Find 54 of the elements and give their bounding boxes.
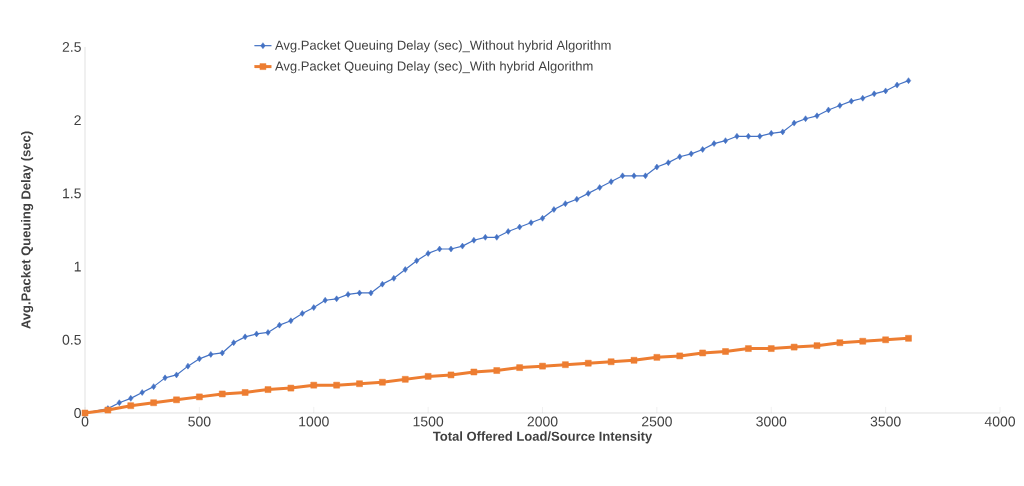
y-tick-label: 2.5: [62, 42, 81, 52]
y-tick-label: 2: [74, 115, 81, 126]
point: [287, 384, 295, 392]
y-tick-label: 1: [74, 261, 81, 272]
y-tick-label: 0: [74, 408, 81, 418]
x-tick-label: 2500: [642, 416, 672, 427]
y-axis-title: Avg.Packet Queuing Delay (sec): [20, 131, 34, 329]
point: [607, 358, 615, 365]
point: [539, 362, 546, 370]
point: [813, 342, 821, 349]
point: [905, 335, 912, 342]
point: [790, 343, 798, 351]
point: [379, 378, 386, 386]
point: [768, 345, 775, 352]
x-tick-label: 500: [188, 416, 211, 427]
y-tick-label: 0.5: [62, 334, 81, 345]
point: [219, 390, 226, 398]
x-tick-label: 1500: [413, 416, 444, 427]
point: [470, 368, 478, 376]
x-tick-label: 1000: [299, 416, 329, 427]
point: [653, 354, 661, 361]
point: [630, 357, 638, 364]
x-axis-title: Total Offered Load/Source Intensity: [432, 431, 653, 444]
point: [241, 389, 249, 396]
point: [173, 396, 180, 404]
point: [356, 380, 363, 387]
point: [699, 349, 706, 357]
legend-label: Avg.Packet Queuing Delay (sec)_With hybrid Algorithm: [275, 61, 593, 74]
point: [836, 339, 844, 346]
point: [447, 371, 455, 379]
point: [562, 361, 569, 368]
point: [882, 336, 889, 344]
point: [150, 399, 157, 406]
legend-label: Avg.Packet Queuing Delay (sec)_Without hybrid Algorithm: [275, 40, 611, 53]
point: [676, 352, 684, 360]
x-tick-label: 3000: [756, 416, 787, 427]
x-tick-label: 4000: [984, 416, 1016, 427]
point: [310, 381, 318, 389]
point: [859, 338, 866, 345]
point: [264, 386, 272, 393]
point: [402, 376, 409, 383]
point: [722, 348, 729, 355]
point: [424, 373, 432, 380]
point: [516, 364, 523, 371]
point: [493, 367, 501, 374]
y-tick-label: 1.5: [63, 188, 81, 199]
x-tick-label: 3500: [870, 416, 901, 427]
point: [585, 359, 592, 367]
point: [333, 381, 340, 389]
point: [196, 393, 203, 401]
point: [745, 345, 752, 352]
point: [127, 402, 135, 409]
x-tick-label: 0: [81, 416, 89, 427]
x-tick-label: 2000: [527, 416, 558, 427]
